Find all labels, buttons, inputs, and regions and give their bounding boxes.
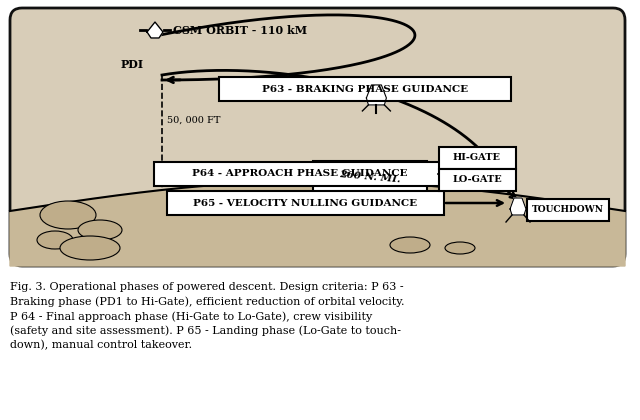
Text: LO-GATE: LO-GATE xyxy=(452,176,502,184)
Text: 50, 000 FT: 50, 000 FT xyxy=(167,116,221,124)
FancyBboxPatch shape xyxy=(219,77,511,101)
FancyBboxPatch shape xyxy=(10,8,625,266)
Polygon shape xyxy=(147,22,163,38)
Polygon shape xyxy=(10,181,625,266)
Text: P 64 - Final approach phase (Hi-Gate to Lo-Gate), crew visibility: P 64 - Final approach phase (Hi-Gate to … xyxy=(10,311,372,322)
Ellipse shape xyxy=(78,220,122,240)
Text: Fig. 3. Operational phases of powered descent. Design criteria: P 63 -: Fig. 3. Operational phases of powered de… xyxy=(10,282,404,292)
FancyBboxPatch shape xyxy=(439,147,516,169)
Text: 260 N. MI.: 260 N. MI. xyxy=(339,170,401,184)
Ellipse shape xyxy=(390,237,430,253)
Text: HI-GATE: HI-GATE xyxy=(453,153,501,163)
Polygon shape xyxy=(366,85,387,105)
Polygon shape xyxy=(510,198,526,215)
Ellipse shape xyxy=(37,231,73,249)
Text: PDI: PDI xyxy=(121,59,144,70)
Text: P64 - APPROACH PHASE GUIDANCE: P64 - APPROACH PHASE GUIDANCE xyxy=(192,170,408,178)
Ellipse shape xyxy=(40,201,96,229)
Ellipse shape xyxy=(445,242,475,254)
Text: down), manual control takeover.: down), manual control takeover. xyxy=(10,340,192,350)
Ellipse shape xyxy=(60,236,120,260)
Text: TOUCHDOWN: TOUCHDOWN xyxy=(532,205,604,215)
FancyBboxPatch shape xyxy=(313,161,427,193)
FancyBboxPatch shape xyxy=(439,169,516,191)
Text: P63 - BRAKING PHASE GUIDANCE: P63 - BRAKING PHASE GUIDANCE xyxy=(262,84,468,94)
FancyBboxPatch shape xyxy=(154,162,446,186)
Text: (safety and site assessment). P 65 - Landing phase (Lo-Gate to touch-: (safety and site assessment). P 65 - Lan… xyxy=(10,326,401,336)
FancyBboxPatch shape xyxy=(167,191,444,215)
Text: CSM ORBIT - 110 kM: CSM ORBIT - 110 kM xyxy=(173,24,307,36)
FancyBboxPatch shape xyxy=(527,199,609,221)
Text: P65 - VELOCITY NULLING GUIDANCE: P65 - VELOCITY NULLING GUIDANCE xyxy=(193,199,417,207)
Text: Braking phase (PD1 to Hi-Gate), efficient reduction of orbital velocity.: Braking phase (PD1 to Hi-Gate), efficien… xyxy=(10,297,404,307)
